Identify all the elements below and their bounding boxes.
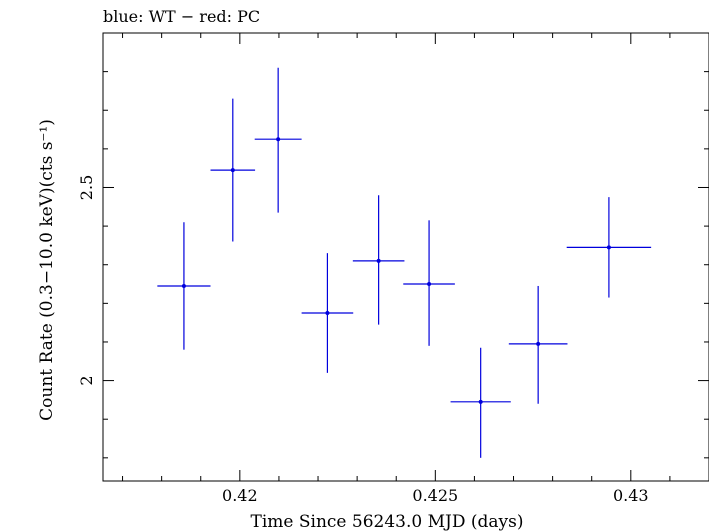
data-marker xyxy=(276,137,281,142)
axis-ticks xyxy=(103,32,709,481)
data-marker xyxy=(427,282,432,287)
data-point xyxy=(157,222,211,350)
x-axis-label: Time Since 56243.0 MJD (days) xyxy=(251,512,524,532)
data-point xyxy=(352,195,405,325)
data-point xyxy=(301,253,354,373)
data-marker xyxy=(230,168,235,173)
axis-tick-labels: 0.42 0.425 0.43 2 2.5 xyxy=(77,175,649,505)
x-tick-label: 0.43 xyxy=(613,486,649,505)
data-series xyxy=(157,67,652,458)
data-marker xyxy=(325,311,330,315)
plot-frame xyxy=(102,32,709,482)
data-point xyxy=(254,67,302,213)
data-marker xyxy=(376,258,381,263)
data-point xyxy=(403,220,455,346)
data-marker xyxy=(606,245,611,250)
data-point xyxy=(210,98,256,242)
data-marker xyxy=(181,283,186,288)
data-marker xyxy=(536,341,541,346)
data-marker xyxy=(478,399,483,404)
data-point xyxy=(508,285,568,404)
data-point xyxy=(566,197,652,298)
y-axis-label: Count Rate (0.3−10.0 keV)(cts s⁻¹) xyxy=(37,119,57,421)
chart-title: blue: WT − red: PC xyxy=(103,7,260,26)
y-tick-label: 2.5 xyxy=(77,175,96,200)
data-point xyxy=(450,347,511,458)
y-tick-label: 2 xyxy=(77,375,96,385)
x-tick-label: 0.425 xyxy=(412,486,458,505)
x-tick-label: 0.42 xyxy=(222,486,258,505)
